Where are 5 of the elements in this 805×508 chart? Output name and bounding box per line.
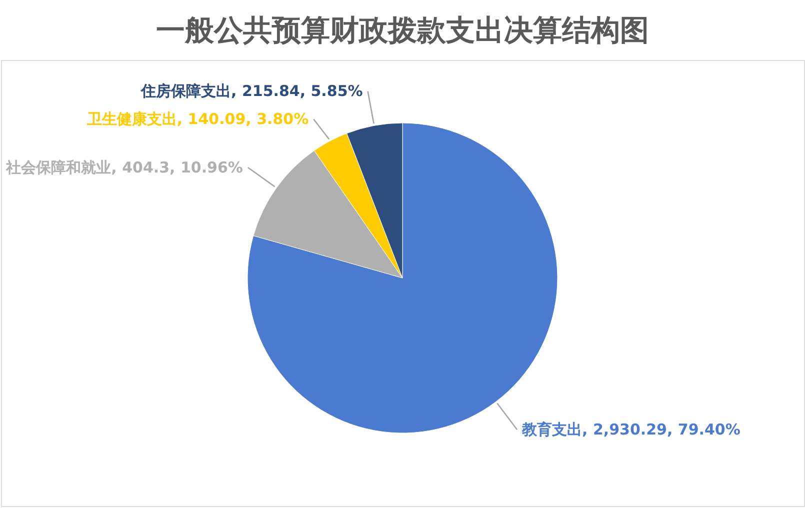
- slice-label: 住房保障支出, 215.84, 5.85%: [140, 82, 363, 100]
- slice-label: 教育支出, 2,930.29, 79.40%: [521, 420, 740, 439]
- chart-title: 一般公共预算财政拨款支出决算结构图: [156, 13, 649, 47]
- slice-label: 卫生健康支出, 140.09, 3.80%: [86, 110, 309, 128]
- slice-label: 社会保障和就业, 404.3, 10.96%: [5, 158, 243, 176]
